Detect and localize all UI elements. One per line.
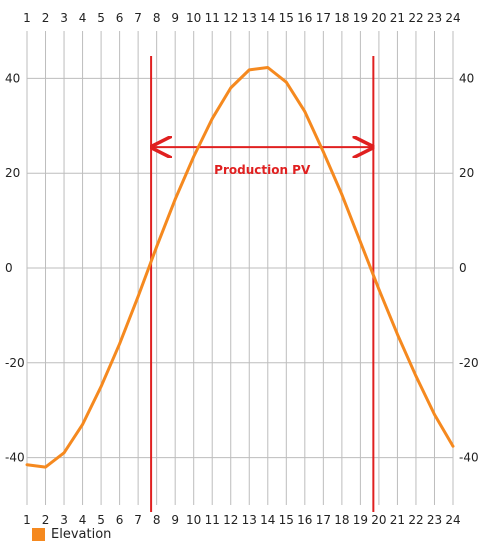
x-tick-label-bottom: 13: [242, 513, 257, 527]
x-tick-label-bottom: 3: [60, 513, 68, 527]
x-tick-label-top: 10: [186, 11, 201, 25]
x-tick-label-top: 3: [60, 11, 68, 25]
production-pv-label: Production PV: [214, 163, 311, 177]
x-tick-label-top: 16: [297, 11, 312, 25]
x-tick-label-top: 9: [171, 11, 179, 25]
x-tick-label-top: 7: [134, 11, 142, 25]
x-tick-label-top: 17: [316, 11, 331, 25]
series-line-elevation: [25, 65, 455, 469]
x-tick-label-bottom: 15: [279, 513, 294, 527]
x-tick-label-bottom: 16: [297, 513, 312, 527]
x-tick-label-bottom: 8: [153, 513, 161, 527]
x-tick-label-bottom: 1: [23, 513, 31, 527]
y-tick-label-left: 40: [5, 71, 20, 85]
x-tick-label-top: 21: [390, 11, 405, 25]
x-tick-label-top: 6: [116, 11, 124, 25]
x-tick-label-top: 1: [23, 11, 31, 25]
x-tick-label-bottom: 18: [334, 513, 349, 527]
series-layer: [25, 65, 455, 469]
x-tick-label-bottom: 20: [371, 513, 386, 527]
x-tick-label-top: 12: [223, 11, 238, 25]
x-tick-label-bottom: 19: [353, 513, 368, 527]
y-tick-label-left: -40: [5, 451, 25, 465]
y-tick-label-left: -20: [5, 356, 25, 370]
x-tick-label-top: 18: [334, 11, 349, 25]
y-tick-label-right: -20: [459, 356, 479, 370]
x-tick-label-bottom: 17: [316, 513, 331, 527]
y-tick-label-right: -40: [459, 451, 479, 465]
x-tick-label-top: 15: [279, 11, 294, 25]
x-tick-label-top: 23: [427, 11, 442, 25]
annotations: Production PV: [151, 56, 373, 512]
x-tick-label-bottom: 10: [186, 513, 201, 527]
y-tick-label-left: 0: [5, 261, 13, 275]
grid: [26, 31, 454, 505]
tick-labels: 1122334455667788991010111112121313141415…: [5, 11, 479, 527]
x-tick-label-bottom: 7: [134, 513, 142, 527]
x-tick-label-bottom: 22: [408, 513, 423, 527]
y-tick-label-right: 0: [459, 261, 467, 275]
x-tick-label-top: 20: [371, 11, 386, 25]
x-tick-label-bottom: 23: [427, 513, 442, 527]
x-tick-label-bottom: 12: [223, 513, 238, 527]
y-tick-label-right: 20: [459, 166, 474, 180]
x-tick-label-bottom: 11: [205, 513, 220, 527]
x-tick-label-top: 13: [242, 11, 257, 25]
legend-swatch: [32, 528, 45, 541]
x-tick-label-top: 8: [153, 11, 161, 25]
x-tick-label-top: 19: [353, 11, 368, 25]
x-tick-label-top: 14: [260, 11, 275, 25]
x-tick-label-top: 24: [445, 11, 460, 25]
x-tick-label-bottom: 21: [390, 513, 405, 527]
x-tick-label-top: 5: [97, 11, 105, 25]
x-tick-label-top: 11: [205, 11, 220, 25]
y-tick-label-left: 20: [5, 166, 20, 180]
legend: Elevation: [32, 527, 111, 542]
x-tick-label-bottom: 2: [42, 513, 50, 527]
x-tick-label-bottom: 14: [260, 513, 275, 527]
x-tick-label-bottom: 6: [116, 513, 124, 527]
x-tick-label-bottom: 24: [445, 513, 460, 527]
y-tick-label-right: 40: [459, 71, 474, 85]
x-tick-label-top: 4: [79, 11, 87, 25]
x-tick-label-top: 22: [408, 11, 423, 25]
legend-label: Elevation: [51, 527, 112, 542]
x-tick-label-top: 2: [42, 11, 50, 25]
x-tick-label-bottom: 4: [79, 513, 87, 527]
x-tick-label-bottom: 5: [97, 513, 105, 527]
x-tick-label-bottom: 9: [171, 513, 179, 527]
